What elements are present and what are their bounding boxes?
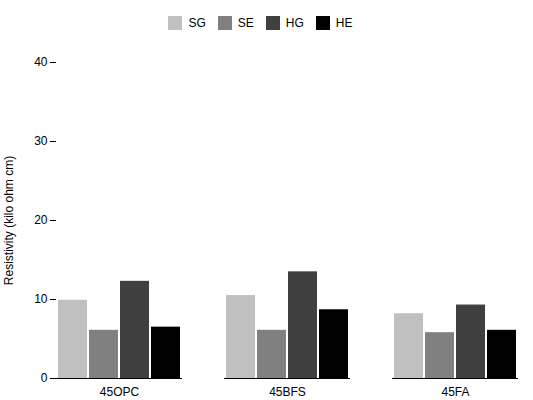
svg-text:10: 10 <box>34 292 48 306</box>
svg-text:0: 0 <box>41 371 48 385</box>
html-text:HG: HG <box>285 15 304 30</box>
svg-text:45BFS: 45BFS <box>269 385 306 399</box>
svg-text:30: 30 <box>34 134 48 148</box>
svg-text:45OPC: 45OPC <box>100 385 140 399</box>
html-text:SE: SE <box>237 15 254 30</box>
html-text:HE: HE <box>335 15 353 30</box>
svg-text:40: 40 <box>34 55 48 69</box>
svg-text:45FA: 45FA <box>441 385 469 399</box>
svg-text:Resistivity (kilo ohm cm): Resistivity (kilo ohm cm) <box>2 156 16 285</box>
svg-text:20: 20 <box>34 213 48 227</box>
html-text:SG: SG <box>188 15 206 30</box>
